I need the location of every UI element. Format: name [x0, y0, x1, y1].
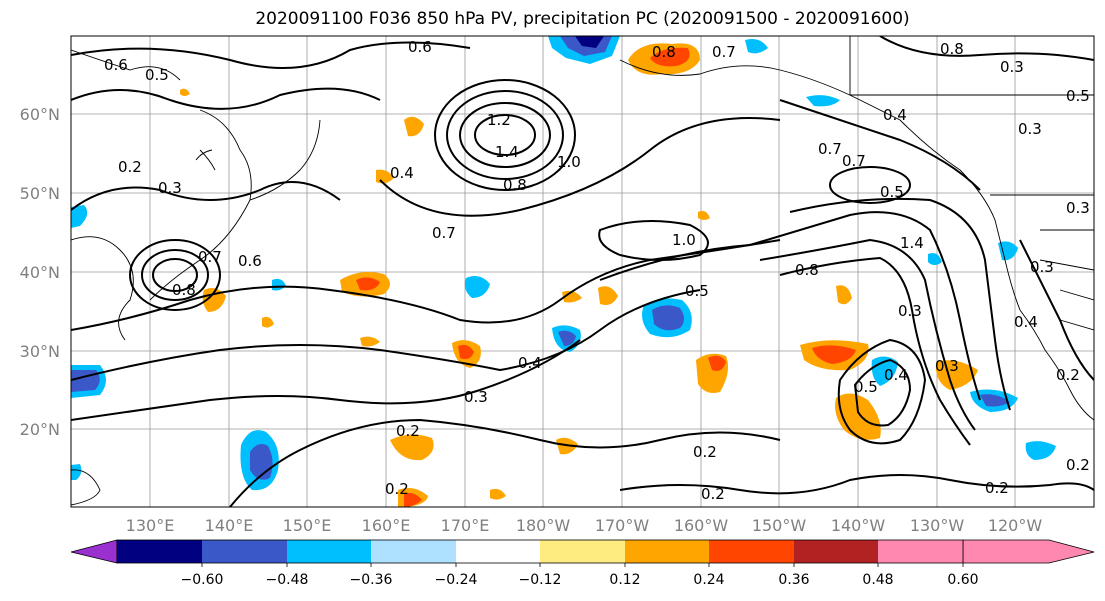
- contour-label: 0.2: [1056, 366, 1080, 384]
- contour-label: 1.0: [557, 153, 581, 171]
- lon-label: 160°W: [674, 516, 729, 535]
- colorbar: −0.60 −0.48 −0.36 −0.24 −0.12 0.12 0.24 …: [70, 539, 1095, 588]
- contour-label: 0.2: [396, 422, 420, 440]
- colorbar-tick-label: −0.12: [519, 572, 562, 588]
- contour-label: 0.5: [1066, 87, 1090, 105]
- contour-label: 0.8: [503, 176, 527, 194]
- colorbar-tick-label: −0.48: [266, 572, 309, 588]
- contour-label: 0.3: [1066, 199, 1090, 217]
- graticule: [71, 36, 1094, 507]
- contour-label: 0.4: [1014, 313, 1038, 331]
- contour-label: 0.4: [884, 366, 908, 384]
- contour-label: 0.4: [883, 106, 907, 124]
- precip-shading: [71, 36, 1056, 507]
- contour-labels: 0.6 0.8 0.7 0.8 0.3 0.5 0.6 1.2 1.4 1.0 …: [104, 38, 1090, 503]
- contour-label: 0.3: [464, 388, 488, 406]
- contour-label: 0.5: [685, 282, 709, 300]
- contour-label: 0.7: [198, 248, 222, 266]
- map-title: 2020091100 F036 850 hPa PV, precipitatio…: [255, 9, 910, 29]
- contour-label: 0.3: [1018, 120, 1042, 138]
- contour-label: 0.3: [158, 179, 182, 197]
- colorbar-bin: [287, 540, 371, 563]
- colorbar-tick-label: −0.24: [435, 572, 478, 588]
- colorbar-tick-label: −0.36: [350, 572, 393, 588]
- colorbar-tick-label: 0.48: [862, 572, 893, 588]
- contour-label: 0.4: [390, 164, 414, 182]
- colorbar-extend-low: [70, 539, 118, 564]
- colorbar-bin: [709, 540, 794, 563]
- colorbar-bin: [540, 540, 625, 563]
- contour-label: 1.0: [672, 231, 696, 249]
- lat-label: 50°N: [20, 184, 60, 203]
- colorbar-bin: [371, 540, 456, 563]
- lon-label: 130°W: [910, 516, 965, 535]
- contour-label: 0.2: [385, 480, 409, 498]
- colorbar-bin: [878, 540, 963, 563]
- contour-label: 1.4: [495, 143, 519, 161]
- lon-label: 150°E: [283, 516, 332, 535]
- contour-label: 0.5: [880, 183, 904, 201]
- contour-label: 0.3: [1030, 258, 1054, 276]
- contour-label: 0.7: [842, 152, 866, 170]
- coastlines: [71, 36, 1094, 506]
- contour-label: 0.4: [518, 354, 542, 372]
- colorbar-tick-label: 0.12: [609, 572, 640, 588]
- colorbar-bin: [625, 540, 709, 563]
- contour-label: 0.8: [652, 43, 676, 61]
- lat-label: 20°N: [20, 420, 60, 439]
- colorbar-bin: [794, 540, 878, 563]
- contour-label: 0.6: [104, 56, 128, 74]
- latitude-labels: 60°N 50°N 40°N 30°N 20°N: [20, 105, 60, 439]
- lon-label: 170°E: [441, 516, 490, 535]
- contour-label: 0.7: [818, 140, 842, 158]
- contour-label: 0.8: [795, 261, 819, 279]
- contour-label: 0.2: [693, 443, 717, 461]
- contour-label: 0.2: [701, 485, 725, 503]
- lon-label: 160°E: [362, 516, 411, 535]
- contour-label: 0.2: [118, 158, 142, 176]
- contour-label: 0.3: [1000, 58, 1024, 76]
- lat-label: 30°N: [20, 342, 60, 361]
- contour-label: 0.5: [145, 66, 169, 84]
- map-panel: [71, 36, 1094, 507]
- contour-label: 0.5: [854, 378, 878, 396]
- contour-label: 0.3: [898, 302, 922, 320]
- lon-label: 130°E: [126, 516, 175, 535]
- colorbar-bin: [117, 540, 202, 563]
- contour-label: 0.2: [985, 479, 1009, 497]
- contour-label: 0.6: [408, 38, 432, 56]
- lon-label: 150°W: [752, 516, 807, 535]
- lon-label: 120°W: [988, 516, 1043, 535]
- contour-label: 1.2: [487, 111, 511, 129]
- map-frame: [70, 35, 1095, 508]
- lat-label: 60°N: [20, 105, 60, 124]
- longitude-labels: 130°E 140°E 150°E 160°E 170°E 180°W 170°…: [126, 516, 1043, 535]
- colorbar-bin: [202, 540, 287, 563]
- contour-label: 0.8: [940, 40, 964, 58]
- colorbar-tick-label: 0.60: [947, 572, 978, 588]
- contour-label: 0.7: [712, 43, 736, 61]
- contour-label: 1.4: [900, 234, 924, 252]
- colorbar-tick-label: 0.36: [778, 572, 809, 588]
- contour-label: 0.6: [238, 252, 262, 270]
- contour-label: 0.2: [1066, 456, 1090, 474]
- contour-label: 0.3: [935, 357, 959, 375]
- lon-label: 180°W: [516, 516, 571, 535]
- lon-label: 140°W: [831, 516, 886, 535]
- lat-label: 40°N: [20, 263, 60, 282]
- lon-label: 170°W: [595, 516, 650, 535]
- contour-label: 0.8: [172, 281, 196, 299]
- colorbar-tick-label: 0.24: [693, 572, 724, 588]
- colorbar-tick-label: −0.60: [181, 572, 224, 588]
- lon-label: 140°E: [205, 516, 254, 535]
- contour-label: 0.7: [432, 224, 456, 242]
- colorbar-extend-high: [962, 539, 1095, 564]
- colorbar-bin: [456, 540, 540, 563]
- pv-contours: [71, 36, 1094, 507]
